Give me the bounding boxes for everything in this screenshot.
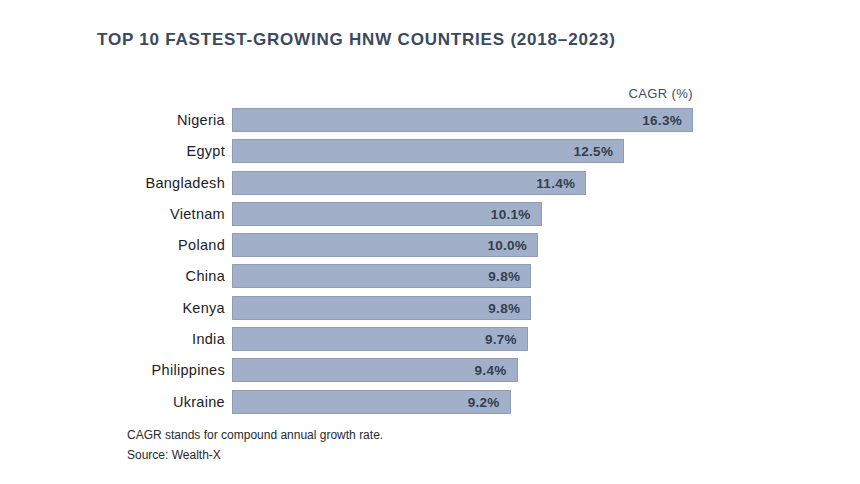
chart-row: Nigeria 16.3% — [0, 108, 860, 132]
bar-track: 10.1% — [232, 202, 693, 226]
chart-row: India 9.7% — [0, 327, 860, 351]
bar: 9.8% — [232, 296, 531, 320]
category-label: Vietnam — [0, 206, 225, 222]
bar-track: 11.4% — [232, 171, 693, 195]
value-label: 11.4% — [536, 175, 575, 190]
value-label: 9.8% — [488, 269, 520, 284]
source-credit: Source: Wealth-X — [127, 448, 221, 462]
bar: 16.3% — [232, 108, 693, 132]
bar-track: 12.5% — [232, 139, 693, 163]
bar: 10.1% — [232, 202, 542, 226]
chart-row: Poland 10.0% — [0, 233, 860, 257]
bar: 9.4% — [232, 358, 518, 382]
value-label: 9.8% — [488, 300, 520, 315]
category-label: Kenya — [0, 300, 225, 316]
bar-track: 9.8% — [232, 296, 693, 320]
category-label: Ukraine — [0, 394, 225, 410]
chart-row: Philippines 9.4% — [0, 358, 860, 382]
bar-track: 9.7% — [232, 327, 693, 351]
category-label: Egypt — [0, 143, 225, 159]
value-label: 9.4% — [475, 363, 507, 378]
bar: 9.8% — [232, 264, 531, 288]
chart-row: Bangladesh 11.4% — [0, 171, 860, 195]
bar-track: 9.2% — [232, 390, 693, 414]
chart-row: Ukraine 9.2% — [0, 390, 860, 414]
bar: 9.2% — [232, 390, 511, 414]
chart-row: China 9.8% — [0, 264, 860, 288]
chart-row: Vietnam 10.1% — [0, 202, 860, 226]
value-label: 16.3% — [642, 113, 682, 128]
bar-track: 10.0% — [232, 233, 693, 257]
bar-track: 9.8% — [232, 264, 693, 288]
bar-chart: Nigeria 16.3% Egypt 12.5% Bangladesh 11.4% Vie… — [0, 108, 860, 421]
chart-row: Kenya 9.8% — [0, 296, 860, 320]
bar: 10.0% — [232, 233, 538, 257]
value-label: 10.1% — [491, 206, 531, 221]
category-label: China — [0, 268, 225, 284]
bar: 12.5% — [232, 139, 624, 163]
category-label: Poland — [0, 237, 225, 253]
category-label: Philippines — [0, 362, 225, 378]
value-axis-label: CAGR (%) — [232, 86, 693, 101]
bar-track: 9.4% — [232, 358, 693, 382]
chart-title: TOP 10 FASTEST-GROWING HNW COUNTRIES (20… — [97, 30, 616, 50]
bar: 9.7% — [232, 327, 528, 351]
hnw-growth-infographic: TOP 10 FASTEST-GROWING HNW COUNTRIES (20… — [0, 0, 860, 484]
category-label: Nigeria — [0, 112, 225, 128]
bar-track: 16.3% — [232, 108, 693, 132]
chart-row: Egypt 12.5% — [0, 139, 860, 163]
value-label: 10.0% — [487, 238, 527, 253]
footnote: CAGR stands for compound annual growth r… — [127, 428, 383, 442]
category-label: India — [0, 331, 225, 347]
value-label: 9.2% — [468, 394, 500, 409]
bar: 11.4% — [232, 171, 586, 195]
category-label: Bangladesh — [0, 175, 225, 191]
value-label: 12.5% — [573, 144, 613, 159]
value-label: 9.7% — [485, 332, 517, 347]
